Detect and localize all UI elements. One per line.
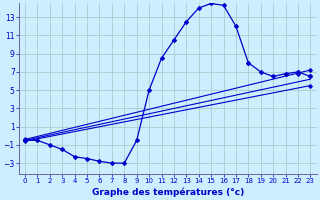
Point	[258, 70, 263, 73]
Point	[109, 162, 115, 165]
Point	[308, 75, 313, 78]
Point	[295, 70, 300, 73]
X-axis label: Graphe des températures (°c): Graphe des températures (°c)	[92, 187, 244, 197]
Point	[22, 140, 28, 143]
Point	[295, 72, 300, 75]
Point	[159, 57, 164, 60]
Point	[209, 2, 214, 5]
Point	[97, 160, 102, 163]
Point	[196, 6, 201, 10]
Point	[22, 138, 28, 141]
Point	[35, 139, 40, 142]
Point	[283, 72, 288, 75]
Point	[171, 38, 176, 42]
Point	[22, 139, 28, 142]
Point	[308, 75, 313, 78]
Point	[308, 84, 313, 87]
Point	[122, 162, 127, 165]
Point	[84, 157, 90, 160]
Point	[60, 148, 65, 151]
Point	[233, 25, 238, 28]
Point	[47, 143, 52, 146]
Point	[295, 70, 300, 73]
Point	[283, 72, 288, 75]
Point	[134, 139, 139, 142]
Point	[184, 20, 189, 23]
Point	[22, 139, 28, 142]
Point	[271, 75, 276, 78]
Point	[147, 89, 152, 92]
Point	[246, 61, 251, 64]
Point	[246, 61, 251, 64]
Point	[221, 4, 226, 7]
Point	[72, 155, 77, 158]
Point	[308, 68, 313, 72]
